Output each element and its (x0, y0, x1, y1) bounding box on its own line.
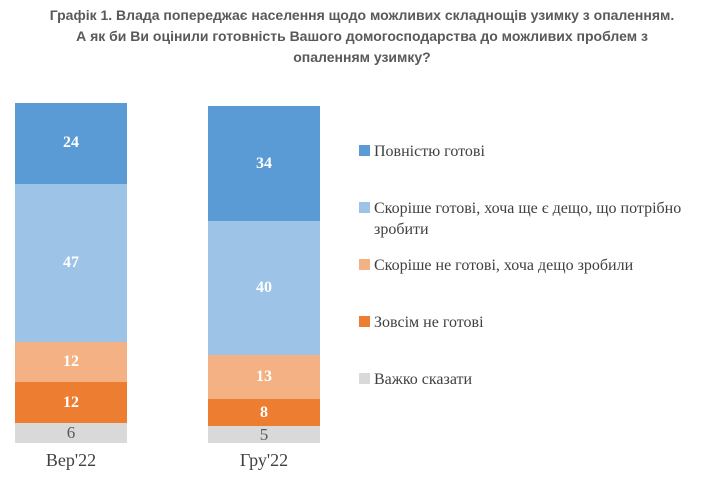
chart-title: Графік 1. Влада попереджає населення щод… (0, 5, 724, 68)
bar-segment: 47 (15, 183, 127, 342)
bar-value-label: 12 (63, 393, 79, 411)
legend-swatch-rather-ready (359, 202, 370, 213)
chart-title-line-2: А як би Ви оцінили готовність Вашого дом… (76, 28, 648, 44)
bar-value-label: 5 (259, 424, 269, 444)
chart-legend: Повністю готові Скоріше готові, хоча ще … (359, 141, 704, 426)
legend-label: Зовсім не готові (374, 314, 484, 331)
legend-swatch-rather-not-ready (359, 259, 370, 270)
legend-item: Скоріше не готові, хоча дещо зробили (359, 255, 704, 312)
bar-segment: 5 (208, 424, 320, 444)
legend-swatch-fully-ready (359, 145, 370, 156)
legend-label: Повністю готові (374, 143, 485, 160)
chart-title-line-3: опаленням узимку? (293, 49, 431, 65)
bar-segment: 12 (15, 342, 127, 383)
bar-segment: 40 (208, 220, 320, 356)
bar-value-label: 13 (256, 368, 272, 386)
bar-segment: 6 (15, 422, 127, 443)
stacked-bar-Гру'22: 34 40 13 8 5 (208, 106, 320, 444)
bar-value-label: 6 (66, 422, 76, 442)
bar-value-label: 24 (63, 134, 79, 152)
legend-label: Скоріше готові, хоча ще є дещо, що потрі… (374, 200, 682, 238)
legend-label: Важко сказати (374, 371, 473, 388)
bar-segment: 13 (208, 355, 320, 400)
bar-segment: 24 (15, 103, 127, 184)
bar-segment: 34 (208, 106, 320, 221)
bar-value-label: 12 (63, 353, 79, 371)
stacked-bar-Вер'22: 24 47 12 12 6 (15, 103, 127, 443)
bar-segment: 8 (208, 399, 320, 427)
bar-value-label: 34 (256, 154, 272, 172)
legend-swatch-hard-to-say (359, 373, 370, 384)
legend-item: Важко сказати (359, 369, 704, 426)
legend-item: Скоріше готові, хоча ще є дещо, що потрі… (359, 198, 704, 255)
bar-value-label: 40 (256, 279, 272, 297)
chart-title-line-1: Графік 1. Влада попереджає населення щод… (49, 7, 675, 23)
legend-item: Повністю готові (359, 141, 704, 198)
legend-item: Зовсім не готові (359, 312, 704, 369)
bar-value-label: 47 (63, 253, 79, 271)
legend-swatch-not-ready (359, 316, 370, 327)
legend-label: Скоріше не готові, хоча дещо зробили (374, 257, 634, 274)
bar-segment: 12 (15, 382, 127, 423)
category-label: Вер'22 (45, 450, 97, 470)
category-label: Гру'22 (239, 450, 289, 470)
bar-value-label: 8 (260, 403, 268, 421)
